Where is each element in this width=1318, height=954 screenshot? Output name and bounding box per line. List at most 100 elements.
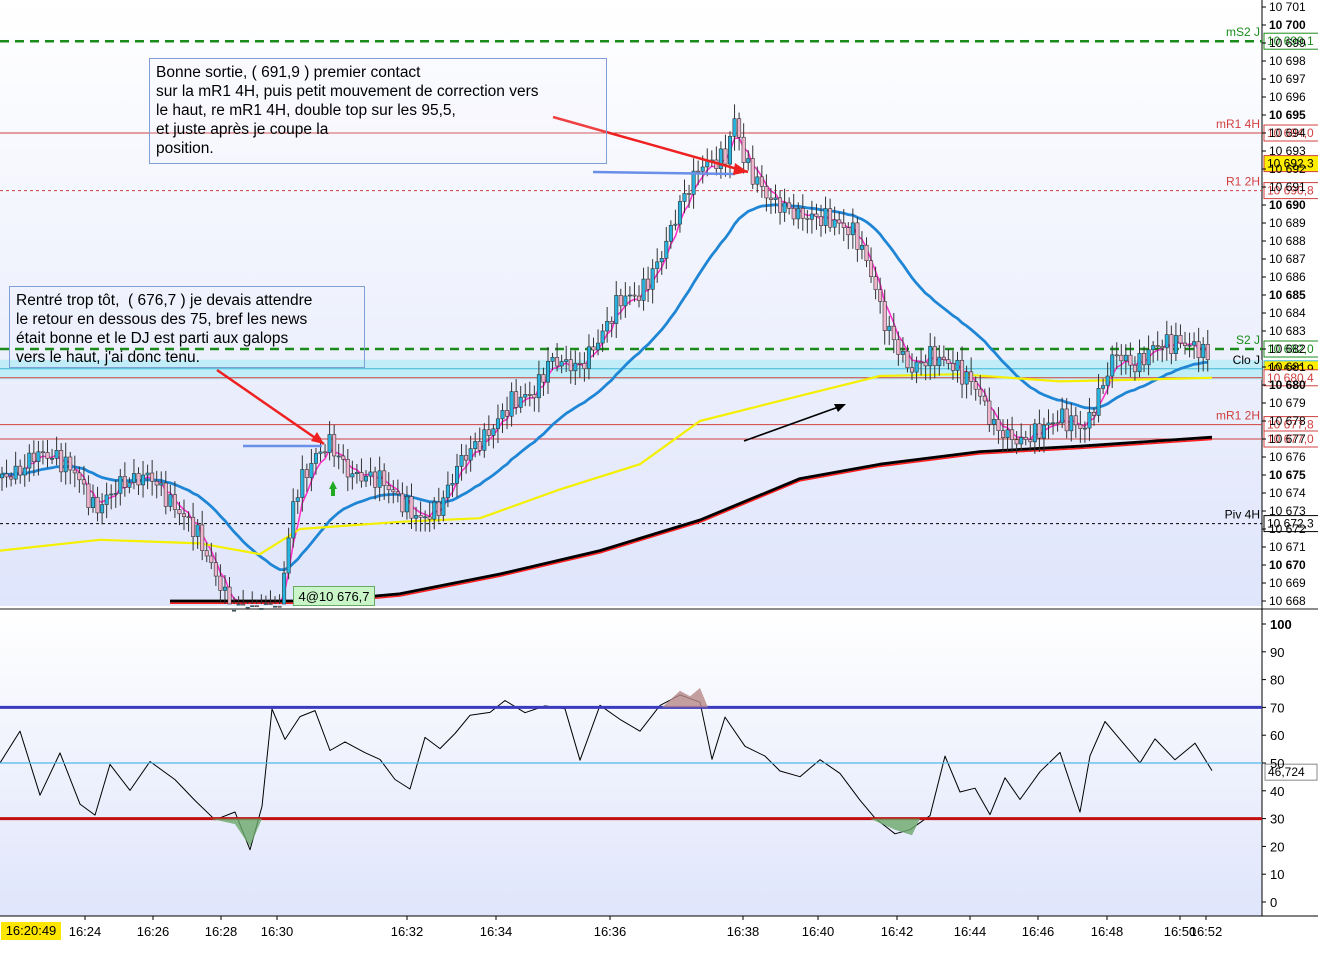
candle-body: [354, 472, 359, 475]
candle-body: [318, 451, 323, 454]
candle-body: [1087, 411, 1092, 429]
candle-body: [68, 456, 73, 471]
candle-body: [86, 483, 91, 509]
candle-body: [154, 480, 159, 486]
price-tick-label: 10 670: [1269, 558, 1306, 572]
price-tick-label: 10 686: [1269, 270, 1306, 284]
price-tick-label: 10 693: [1269, 144, 1306, 158]
current-time-label: 16:20:49: [1, 922, 61, 940]
time-tick-label: 16:34: [480, 924, 513, 939]
level-price-tag-label: 10 690,8: [1267, 184, 1314, 198]
candle-body: [855, 222, 860, 250]
candle-body: [696, 170, 701, 173]
candle-body: [377, 470, 382, 488]
candle-body: [555, 357, 560, 367]
candle-body: [291, 501, 296, 539]
price-tick-label: 10 669: [1269, 576, 1306, 590]
price-tick-label: 10 679: [1269, 396, 1306, 410]
candle-body: [195, 524, 200, 537]
candle-body: [646, 278, 651, 290]
candle-body: [1051, 422, 1056, 425]
candle-body: [200, 524, 205, 551]
candle-body: [222, 586, 227, 591]
price-tick-label: 10 677: [1269, 432, 1306, 446]
candle-body: [1078, 424, 1083, 429]
osc-tick-label: 50: [1270, 756, 1284, 771]
candle-body: [382, 470, 387, 486]
osc-tick-label: 0: [1270, 895, 1277, 910]
level-name: mR1 4H: [1216, 117, 1260, 131]
candle-body: [109, 493, 114, 496]
candle-body: [723, 148, 728, 165]
candle-body: [113, 493, 118, 495]
time-tick-label: 16:38: [727, 924, 760, 939]
price-tick-label: 10 678: [1269, 414, 1306, 428]
candle-body: [673, 223, 678, 226]
candle-body: [1010, 429, 1015, 440]
level-price-tag-label: 10 692,3: [1267, 157, 1314, 171]
candle-body: [263, 603, 268, 605]
candle-body: [268, 603, 273, 605]
osc-value-label: 46,724: [1268, 765, 1305, 779]
candle-body: [627, 294, 632, 297]
level-price-tag-label: 10 677,8: [1267, 418, 1314, 432]
candle-body: [846, 227, 851, 236]
candle-body: [1000, 430, 1005, 438]
candle-body: [400, 493, 405, 513]
candle-body: [204, 550, 209, 557]
osc-tick-label: 30: [1270, 812, 1284, 827]
candle-body: [687, 193, 692, 195]
candle-body: [91, 497, 96, 509]
time-tick-label: 16:32: [391, 924, 424, 939]
price-tick-label: 10 696: [1269, 90, 1306, 104]
candle-body: [919, 361, 924, 364]
candle-body: [1196, 341, 1201, 359]
candle-body: [1092, 411, 1097, 416]
candle-body: [1205, 343, 1210, 360]
candle-body: [423, 516, 428, 519]
candle-body: [873, 276, 878, 290]
candle-body: [878, 289, 883, 302]
candle-body: [486, 429, 491, 436]
price-tick-label: 10 674: [1269, 486, 1306, 500]
price-tick-label: 10 676: [1269, 450, 1306, 464]
candle-body: [395, 491, 400, 495]
price-tick-label: 10 684: [1269, 306, 1306, 320]
osc-oversold-fill: [870, 818, 920, 836]
candle-body: [145, 472, 150, 476]
candle-body: [295, 497, 300, 502]
candle-body: [818, 216, 823, 226]
candle-body: [218, 575, 223, 591]
level-name: Clo J: [1233, 353, 1260, 367]
candle-body: [241, 603, 246, 606]
candle-body: [618, 295, 623, 307]
candle-body: [614, 295, 619, 324]
candle-body: [869, 260, 874, 277]
candle-body: [432, 501, 437, 520]
level-name: R1 2H: [1226, 175, 1260, 189]
osc-tick-label: 80: [1270, 673, 1284, 688]
candle-body: [182, 513, 187, 517]
price-tick-label: 10 673: [1269, 504, 1306, 518]
level-price-tag-label: 10 682,0: [1267, 342, 1314, 356]
candle-body: [600, 330, 605, 344]
candle-body: [359, 472, 364, 482]
candle-body: [1082, 427, 1087, 430]
candle-body: [887, 325, 892, 331]
candle-body: [996, 419, 1001, 431]
candle-body: [700, 166, 705, 172]
price-tick-label: 10 701: [1269, 0, 1306, 14]
candle-body: [955, 359, 960, 371]
osc-overbought-fill: [662, 687, 708, 708]
candle-body: [172, 494, 177, 510]
candle-body: [568, 359, 573, 372]
price-tick-label: 10 672: [1269, 522, 1306, 536]
candle-body: [973, 381, 978, 390]
oscillator-panel-bg: [0, 612, 1262, 916]
candle-body: [131, 473, 136, 483]
candle-body: [586, 346, 591, 370]
candle-body: [77, 472, 82, 481]
candle-body: [0, 473, 5, 479]
candle-body: [1137, 353, 1142, 373]
